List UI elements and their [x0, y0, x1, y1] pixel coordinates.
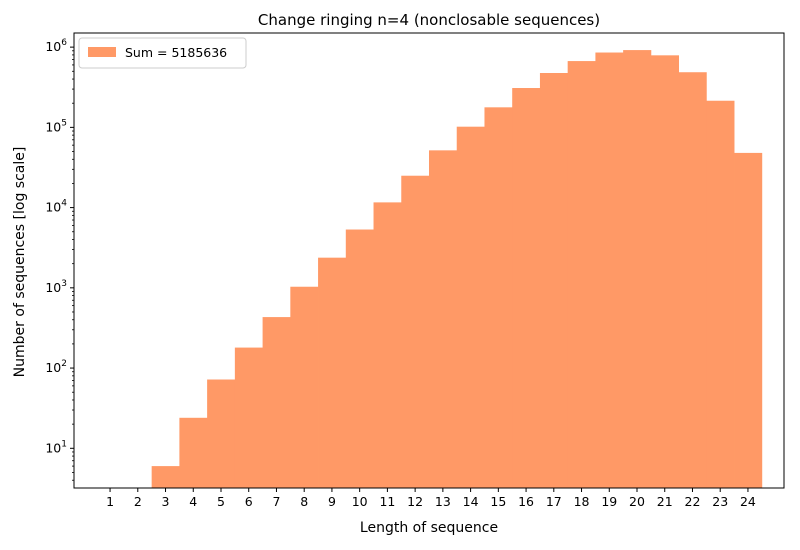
- bar-5: [207, 379, 236, 488]
- x-tick-label: 1: [106, 494, 114, 509]
- x-tick-label: 4: [189, 494, 197, 509]
- bar-15: [484, 107, 513, 488]
- x-tick-label: 21: [657, 494, 673, 509]
- bar-22: [678, 72, 707, 488]
- bar-19: [595, 52, 624, 488]
- bar-9: [318, 257, 347, 488]
- legend-frame: [78, 37, 247, 69]
- bar-8: [290, 286, 319, 488]
- legend-swatch: [88, 47, 116, 57]
- y-tick-label: 106: [45, 38, 67, 54]
- x-tick-label: 13: [435, 494, 451, 509]
- y-tick-label: 104: [45, 199, 67, 215]
- x-tick-label: 23: [712, 494, 728, 509]
- x-tick-label: 24: [740, 494, 756, 509]
- bar-13: [429, 150, 458, 488]
- bar-4: [179, 417, 208, 488]
- x-tick-label: 22: [685, 494, 701, 509]
- bar-6: [234, 347, 263, 488]
- axes-group: 1 2 3 4 5 6 7 8 9 10 11 12 13 14 15 16 17 18 19 20 21 22 23 241…: [45, 32, 785, 509]
- bar-23: [706, 100, 735, 489]
- bar-3: [151, 466, 180, 488]
- x-axis-label: Length of sequence: [360, 520, 498, 536]
- bar-17: [539, 73, 569, 488]
- bar-16: [512, 88, 541, 489]
- x-tick-label: 14: [463, 494, 479, 509]
- x-tick-label: 17: [546, 494, 562, 509]
- legend-entry-label: Sum = 5185636: [125, 45, 227, 60]
- bar-11: [373, 202, 402, 488]
- plot-frame: [73, 32, 785, 489]
- y-tick-label: 102: [45, 359, 67, 375]
- x-tick-label: 3: [162, 494, 170, 509]
- x-tick-label: 20: [629, 494, 645, 509]
- y-axis-label: Number of sequences [log scale]: [12, 147, 28, 378]
- x-tick-label: 15: [490, 494, 506, 509]
- bars-group: [151, 50, 763, 489]
- bar-10: [345, 229, 374, 488]
- bar-18: [567, 61, 596, 488]
- bar-14: [456, 126, 485, 488]
- bar-21: [650, 55, 680, 488]
- x-tick-label: 9: [328, 494, 336, 509]
- x-tick-label: 7: [272, 494, 280, 509]
- bar-12: [401, 175, 430, 488]
- x-tick-label: 10: [352, 494, 368, 509]
- x-tick-label: 16: [518, 494, 534, 509]
- chart-title: Change ringing n=4 (nonclosable sequence…: [258, 11, 600, 29]
- x-tick-label: 2: [134, 494, 142, 509]
- bar-20: [623, 50, 652, 488]
- bar-24: [734, 152, 763, 488]
- bar-7: [262, 317, 291, 488]
- legend: Sum = 5185636: [78, 37, 247, 69]
- y-tick-label: 105: [45, 118, 67, 134]
- x-tick-label: 18: [574, 494, 590, 509]
- x-tick-label: 5: [217, 494, 225, 509]
- y-tick-label: 103: [45, 279, 67, 295]
- x-tick-label: 6: [245, 494, 253, 509]
- x-tick-label: 12: [407, 494, 423, 509]
- x-tick-label: 8: [300, 494, 308, 509]
- y-tick-label: 101: [45, 439, 67, 455]
- x-tick-label: 19: [601, 494, 617, 509]
- x-tick-label: 11: [379, 494, 395, 509]
